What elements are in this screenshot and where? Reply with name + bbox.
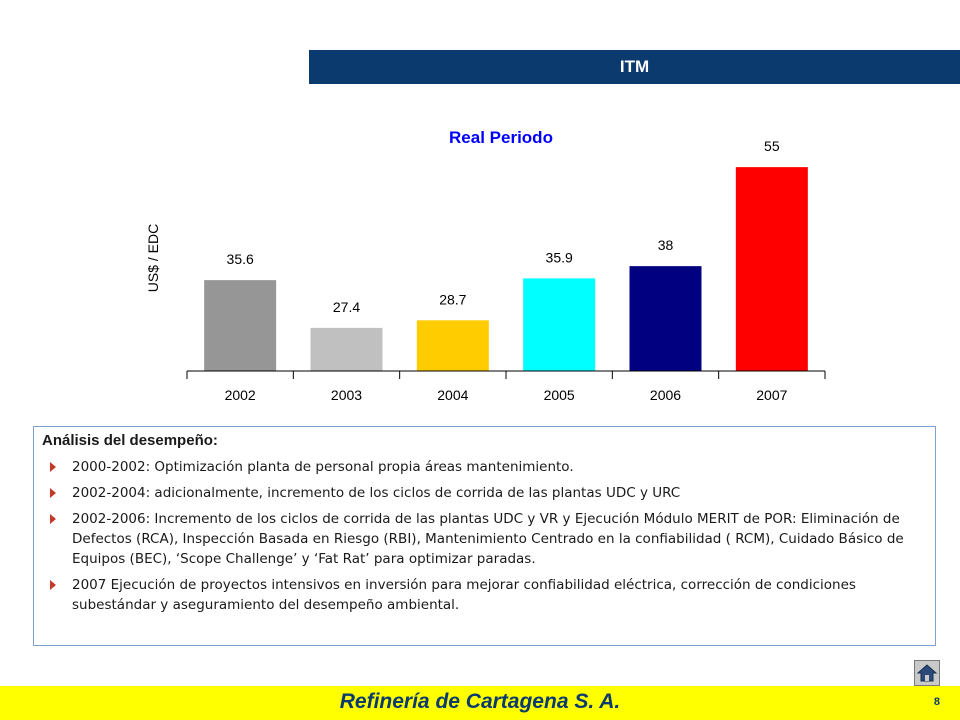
x-tick-label-2006: 2006 bbox=[650, 387, 681, 403]
x-tick-label-2004: 2004 bbox=[437, 387, 468, 403]
bar-2006 bbox=[629, 266, 702, 371]
home-icon bbox=[916, 664, 938, 682]
home-button[interactable] bbox=[914, 660, 940, 686]
analysis-heading: Análisis del desempeño: bbox=[42, 432, 218, 449]
bar-2005 bbox=[523, 278, 596, 371]
page-number: 8 bbox=[933, 696, 940, 708]
x-tick-label-2003: 2003 bbox=[331, 387, 362, 403]
analysis-list: 2000-2002: Optimización planta de person… bbox=[42, 457, 926, 621]
data-label-2002: 35.6 bbox=[227, 251, 254, 267]
bar-2004 bbox=[416, 320, 489, 371]
bar-2002 bbox=[204, 280, 277, 371]
x-tick-label-2005: 2005 bbox=[544, 387, 575, 403]
y-axis-label: US$ / EDC bbox=[145, 224, 161, 292]
data-label-2003: 27.4 bbox=[333, 299, 360, 315]
bar-2003 bbox=[310, 327, 383, 371]
bar-chart: Real Periodo US$ / EDC 35.6 2002 27.4 2003 2… bbox=[145, 128, 826, 403]
bullet-arrow-icon bbox=[50, 488, 56, 498]
slide-title: ITM bbox=[619, 57, 650, 76]
x-tick-label-2002: 2002 bbox=[225, 387, 256, 403]
bullet-arrow-icon bbox=[50, 580, 56, 590]
bar-2007 bbox=[735, 167, 808, 371]
list-item: 2002-2004: adicionalmente, incremento de… bbox=[42, 483, 926, 503]
slide-title-banner: ITM bbox=[309, 50, 960, 84]
list-item-text: 2000-2002: Optimización planta de person… bbox=[72, 459, 574, 475]
company-name: Refinería de Cartagena S. A. bbox=[339, 690, 621, 713]
footer-bar: Refinería de Cartagena S. A. 8 bbox=[0, 686, 960, 720]
list-item: 2000-2002: Optimización planta de person… bbox=[42, 457, 926, 477]
bullet-arrow-icon bbox=[50, 462, 56, 472]
x-tick-label-2007: 2007 bbox=[756, 387, 787, 403]
data-label-2007: 55 bbox=[764, 138, 780, 154]
list-item-text: 2007 Ejecución de proyectos intensivos e… bbox=[72, 577, 856, 613]
list-item-text: 2002-2006: Incremento de los ciclos de c… bbox=[72, 511, 904, 567]
list-item: 2002-2006: Incremento de los ciclos de c… bbox=[42, 509, 926, 569]
analysis-panel: Análisis del desempeño: 2000-2002: Optim… bbox=[33, 426, 936, 646]
bullet-arrow-icon bbox=[50, 514, 56, 524]
list-item: 2007 Ejecución de proyectos intensivos e… bbox=[42, 575, 926, 615]
data-label-2006: 38 bbox=[658, 237, 674, 253]
data-label-2005: 35.9 bbox=[546, 249, 573, 265]
chart-title: Real Periodo bbox=[449, 128, 553, 147]
data-label-2004: 28.7 bbox=[439, 291, 466, 307]
list-item-text: 2002-2004: adicionalmente, incremento de… bbox=[72, 485, 681, 501]
